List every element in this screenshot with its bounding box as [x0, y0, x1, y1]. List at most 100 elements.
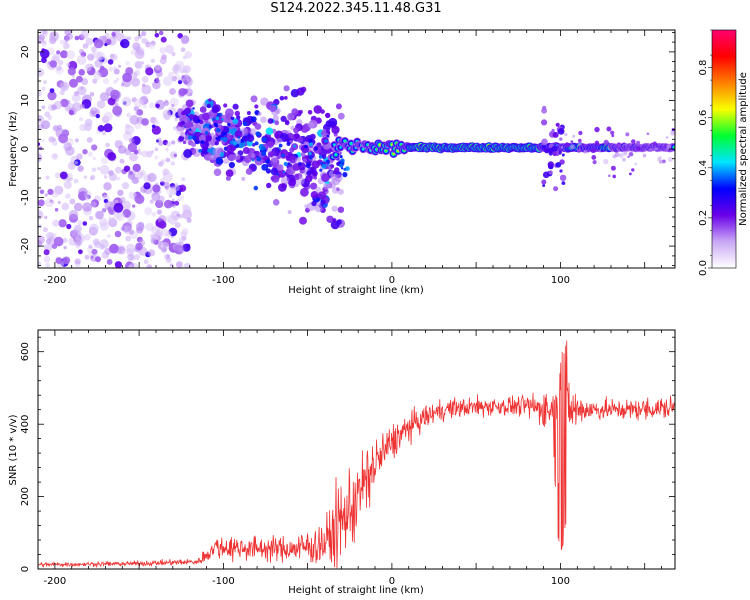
heatmap-cell	[340, 158, 345, 163]
heatmap-cell	[186, 217, 192, 223]
heatmap-cell	[328, 117, 338, 128]
heatmap-cell	[308, 152, 312, 156]
heatmap-cell	[208, 98, 212, 102]
heatmap-cell	[216, 128, 221, 133]
heatmap-cell	[165, 215, 174, 223]
heatmap-cell	[102, 131, 107, 136]
heatmap-cell	[226, 144, 235, 154]
snr-ticks: -200 -100 0 100 0 200 400 600	[20, 330, 675, 587]
heatmap-cell	[42, 227, 49, 233]
heatmap-cell	[144, 207, 153, 216]
heatmap-cell	[109, 173, 117, 181]
heatmap-cell	[92, 156, 96, 161]
heatmap-cell	[119, 196, 126, 203]
heatmap-cell	[132, 163, 141, 173]
heatmap-cell	[176, 213, 180, 217]
heatmap-cell	[89, 92, 95, 97]
heatmap-cell	[150, 234, 154, 238]
heatmap-cell	[594, 140, 600, 145]
heatmap-cell	[334, 153, 337, 156]
heatmap-cell	[337, 206, 345, 213]
heatmap-cell	[181, 40, 186, 44]
heatmap-cell	[180, 47, 186, 52]
heatmap-cell	[174, 222, 181, 229]
heatmap-cell	[344, 140, 346, 143]
heatmap-cell	[51, 153, 59, 161]
y-tick-label: 20	[20, 46, 31, 59]
heatmap-cell	[83, 122, 92, 132]
heatmap-cell	[260, 116, 267, 124]
heatmap-cell	[136, 171, 144, 179]
heatmap-cell	[327, 165, 332, 170]
snr-plot-area	[38, 330, 675, 569]
heatmap-cell	[86, 137, 93, 143]
heatmap-cell	[188, 113, 195, 119]
heatmap-cell	[134, 61, 142, 69]
heatmap-cell	[542, 171, 550, 179]
heatmap-cell	[282, 171, 286, 174]
heatmap-cell	[311, 160, 320, 169]
heatmap-cell	[56, 65, 62, 71]
heatmap-cell	[47, 91, 57, 101]
heatmap-cell	[180, 120, 185, 126]
heatmap-cell	[127, 264, 133, 268]
heatmap-cell	[77, 165, 84, 172]
colorbar-tick-label: 0.0	[698, 260, 709, 276]
heatmap-cell	[127, 36, 132, 41]
heatmap-cell	[313, 146, 319, 151]
heatmap-cell	[39, 189, 45, 195]
heatmap-cell	[66, 50, 76, 59]
heatmap-cell	[41, 57, 47, 64]
heatmap-cell	[333, 170, 337, 175]
heatmap-cell	[117, 246, 126, 255]
heatmap-cell	[69, 177, 74, 181]
heatmap-cell	[108, 66, 114, 72]
heatmap-cell	[297, 162, 302, 166]
heatmap-cell	[120, 38, 130, 49]
heatmap-cell	[166, 141, 172, 147]
heatmap-cell	[41, 86, 46, 91]
heatmap-cell	[555, 122, 560, 127]
heatmap-cell	[54, 172, 61, 179]
heatmap-cell	[158, 220, 167, 229]
heatmap-cell	[69, 78, 78, 88]
heatmap-cell	[164, 253, 171, 260]
colorbar-ticks: 0.0 0.2 0.4 0.6 0.8	[698, 29, 712, 276]
heatmap-cell	[392, 152, 395, 155]
heatmap-cell	[223, 132, 227, 136]
heatmap-cell	[294, 133, 300, 139]
heatmap-cell	[143, 182, 151, 190]
heatmap-cell	[107, 59, 114, 65]
y-tick-label: -10	[20, 189, 31, 205]
heatmap-cell	[652, 141, 657, 146]
heatmap-cell	[611, 134, 615, 138]
heatmap-cell	[293, 127, 300, 134]
heatmap-cell	[564, 142, 570, 148]
heatmap-cell	[178, 236, 185, 243]
heatmap-cell	[130, 77, 141, 87]
heatmap-cell	[188, 92, 193, 97]
heatmap-cell	[64, 30, 72, 36]
heatmap-cell	[325, 159, 330, 164]
heatmap-cell	[548, 147, 554, 154]
heatmap-cell	[265, 127, 274, 135]
heatmap-cell	[320, 109, 325, 114]
heatmap-cell	[96, 100, 106, 109]
heatmap-cell	[158, 140, 164, 146]
heatmap-cell	[114, 166, 122, 174]
heatmap-cell	[141, 84, 152, 95]
heatmap-cell	[362, 148, 365, 151]
heatmap-cell	[310, 182, 318, 190]
x-tick-label: 100	[551, 576, 570, 587]
heatmap-cell	[87, 53, 95, 61]
colorbar-gradient	[712, 30, 736, 268]
heatmap-cell	[38, 261, 42, 267]
heatmap-cell	[124, 125, 135, 135]
heatmap-cell	[553, 186, 559, 192]
heatmap-cell	[340, 167, 344, 170]
heatmap-cell	[266, 182, 272, 189]
heatmap-cell	[225, 175, 231, 181]
heatmap-cell	[256, 156, 262, 162]
heatmap-cell	[91, 167, 97, 173]
